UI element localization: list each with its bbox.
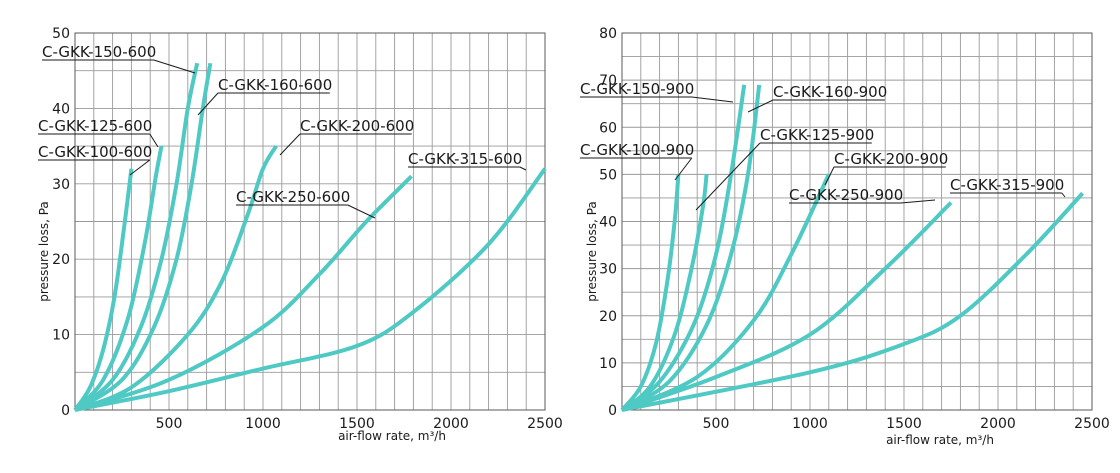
series-line-c-gkk-160-900 <box>620 84 762 412</box>
x-tick-label: 1500 <box>886 416 922 432</box>
y-tick-label: 50 <box>599 167 617 183</box>
series-line-c-gkk-150-900 <box>620 84 747 412</box>
y-tick-label: 70 <box>599 73 617 89</box>
y-tick-label: 40 <box>52 101 70 117</box>
x-tick-label: 1000 <box>245 416 281 432</box>
series-label: C-GKK-315-900 <box>950 176 1064 194</box>
x-tick-label: 500 <box>703 416 730 432</box>
x-tick-label: 2500 <box>527 416 563 432</box>
x-tick-label: 2000 <box>980 416 1016 432</box>
chart-2: 0 10 20 30 40 50 60 70 80 500 1000 1500 2000 2500 pres… <box>580 26 1110 447</box>
series-line-c-gkk-250-600 <box>74 174 413 412</box>
label-leader-line <box>408 166 527 171</box>
series-line-c-gkk-250-900 <box>621 201 953 412</box>
x-tick-label: 1500 <box>339 416 375 432</box>
series-line-c-gkk-150-600 <box>73 62 200 412</box>
y-axis-label: pressure loss, Pa <box>585 201 599 302</box>
series-label: C-GKK-160-900 <box>773 83 887 101</box>
y-tick-label: 30 <box>599 262 617 278</box>
x-axis-label: air-flow rate, m³/h <box>338 429 446 443</box>
plot-frame <box>74 32 546 411</box>
series-label: C-GKK-250-900 <box>789 186 903 204</box>
series-label: C-GKK-100-600 <box>38 143 152 161</box>
label-leader-line <box>42 59 196 74</box>
series-label: C-GKK-150-900 <box>580 80 694 98</box>
label-leader-line <box>38 159 151 176</box>
series-line-c-gkk-315-600 <box>74 167 547 412</box>
series-label: C-GKK-125-600 <box>38 117 152 135</box>
x-tick-label: 500 <box>156 416 183 432</box>
label-leader-line <box>747 99 885 113</box>
series-line-c-gkk-200-900 <box>621 173 831 412</box>
series-line-c-gkk-200-600 <box>74 145 278 412</box>
y-tick-label: 50 <box>52 26 70 42</box>
y-tick-label: 20 <box>52 252 70 268</box>
x-tick-label: 2000 <box>433 416 469 432</box>
series-line-c-gkk-100-900 <box>620 174 681 412</box>
y-axis-label: pressure loss, Pa <box>37 201 51 302</box>
label-leader-line <box>824 166 946 186</box>
label-leader-line <box>580 157 693 181</box>
label-leader-line <box>580 96 734 103</box>
label-leader-line <box>236 204 376 219</box>
y-tick-label: 20 <box>599 309 617 325</box>
series-label: C-GKK-125-900 <box>760 126 874 144</box>
series-line-c-gkk-160-600 <box>73 62 213 412</box>
y-tick-label: 0 <box>61 403 70 419</box>
series-label: C-GKK-150-600 <box>42 43 156 61</box>
y-tick-label: 0 <box>608 403 617 419</box>
x-tick-label: 2500 <box>1074 416 1110 432</box>
series-label: C-GKK-315-600 <box>408 150 522 168</box>
series-line-c-gkk-125-600 <box>73 145 164 412</box>
series-line-c-gkk-100-600 <box>73 168 134 412</box>
chart-1: 0 10 20 30 40 50 500 1000 1500 2000 2500 pressure l… <box>37 26 563 443</box>
y-tick-label: 10 <box>599 356 617 372</box>
grid <box>75 33 545 410</box>
series-label: C-GKK-250-600 <box>236 188 350 206</box>
y-tick-label: 40 <box>599 215 617 231</box>
y-tick-label: 60 <box>599 120 617 136</box>
x-tick-label: 1000 <box>792 416 828 432</box>
series-label: C-GKK-200-600 <box>300 117 414 135</box>
series-line-c-gkk-315-900 <box>621 191 1085 412</box>
y-tick-label: 80 <box>599 26 617 42</box>
x-axis-label: air-flow rate, m³/h <box>886 433 994 447</box>
label-leader-line <box>279 133 412 156</box>
series-label: C-GKK-160-600 <box>218 76 332 94</box>
series-line-c-gkk-125-900 <box>620 174 709 412</box>
y-tick-label: 10 <box>52 328 70 344</box>
label-leader-line <box>789 199 936 204</box>
label-leader-line <box>38 133 159 148</box>
y-tick-label: 30 <box>52 177 70 193</box>
grid <box>622 33 1092 410</box>
series-label: C-GKK-200-900 <box>834 150 948 168</box>
series-label: C-GKK-100-900 <box>580 141 694 159</box>
label-leader-line <box>197 92 330 116</box>
label-leader-line <box>950 192 1066 198</box>
plot-frame <box>621 32 1093 411</box>
label-leader-line <box>695 142 872 211</box>
